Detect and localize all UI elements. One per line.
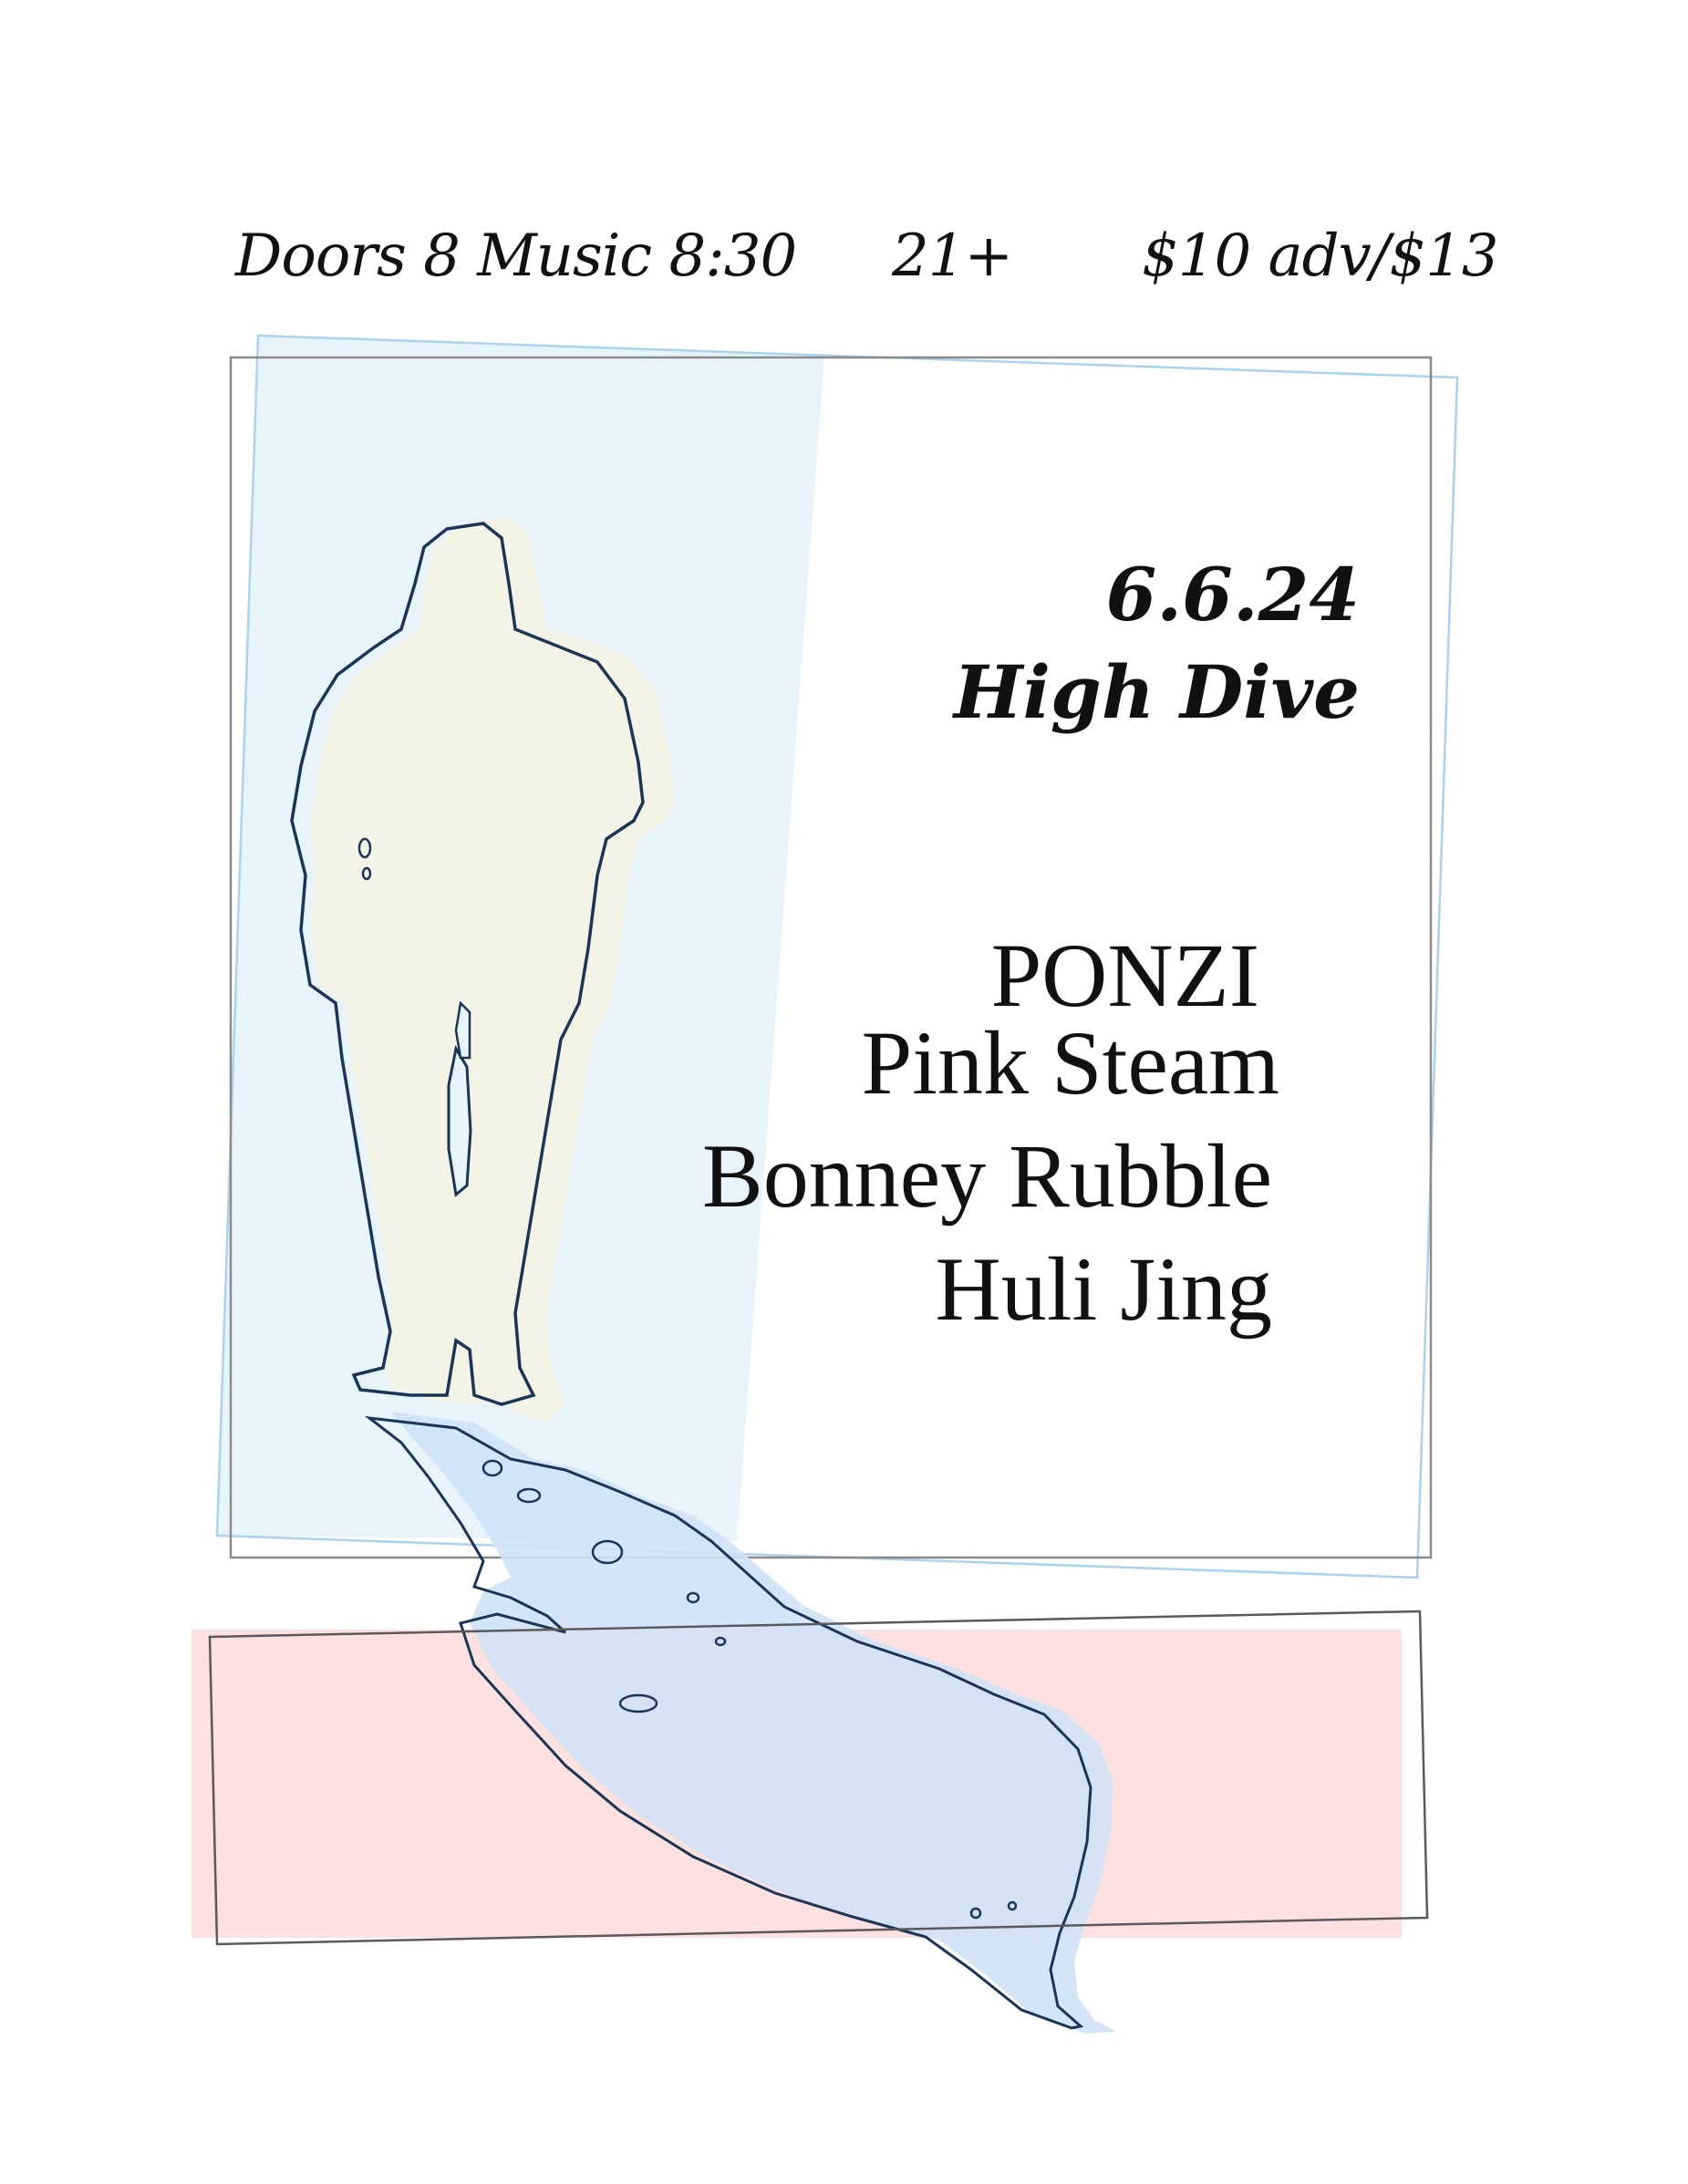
shadow-outline — [364, 1415, 1093, 2030]
shadow-fill — [390, 1412, 1117, 2034]
leg-gap-outline — [447, 1044, 472, 1197]
event-venue: High Dive — [953, 649, 1360, 735]
band-name: Pink Steam — [861, 1012, 1279, 1113]
age-restriction: 21+ — [892, 223, 1013, 290]
event-date: 6.6.24 — [1105, 552, 1360, 637]
band-name: PONZI — [990, 925, 1259, 1026]
arm-gap-outline — [454, 1000, 471, 1060]
gray-frame-top — [229, 356, 1433, 1559]
doors-music-time: Doors 8 Music 8:30 — [235, 223, 797, 290]
ticket-price: $10 adv/$13 — [1142, 223, 1498, 290]
band-name: Bonney Rubble — [702, 1125, 1272, 1227]
gray-frame-bottom — [208, 1610, 1429, 1946]
band-name: Huli Jing — [935, 1238, 1272, 1340]
shadow-details — [357, 837, 1018, 1920]
figure-fill — [310, 523, 652, 1404]
figure-outline — [290, 522, 645, 1406]
